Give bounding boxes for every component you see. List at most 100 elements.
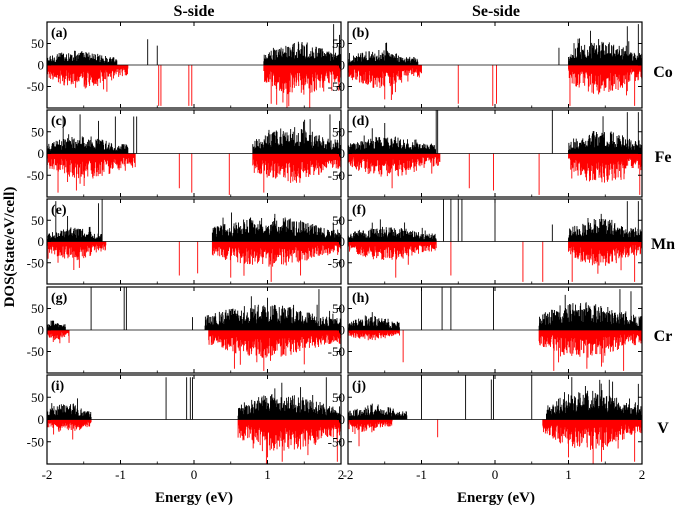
y-tick-label: 0: [38, 58, 45, 73]
x-tick-label: 0: [191, 467, 198, 482]
panel-c: 50 0 -50 (c): [27, 109, 342, 198]
element-label-fe: Fe: [655, 149, 672, 166]
y-tick-label: -50: [27, 344, 44, 359]
spin-down-series: [348, 153, 642, 195]
spin-down-series: [47, 153, 341, 195]
y-tick-label: 0: [339, 412, 346, 427]
spin-down-series: [47, 330, 341, 371]
spin-down-series: [348, 241, 642, 282]
y-tick-label: 50: [31, 213, 44, 228]
x-tick-label: -2: [42, 467, 53, 482]
panels-group: 50 0 -50 (a) 50 0 -50 (b) 50 0 -50 (c) 50 0 -50 (d) 50 0 -…: [27, 21, 646, 482]
panel-plot-area: [47, 377, 341, 464]
y-tick-label: 0: [38, 146, 45, 161]
y-tick-label: 50: [31, 124, 44, 139]
y-tick-label: 0: [38, 234, 45, 249]
y-tick-label: 50: [332, 124, 345, 139]
panel-label: (b): [352, 26, 369, 41]
panel-label: (e): [51, 203, 67, 218]
y-tick-label: 50: [31, 301, 44, 316]
panel-label: (d): [352, 114, 369, 129]
y-tick-label: 0: [339, 323, 346, 338]
element-label-v: V: [657, 420, 669, 437]
y-tick-label: -50: [328, 168, 345, 183]
spin-up-series: [47, 377, 341, 420]
y-tick-label: -50: [27, 168, 44, 183]
spin-down-series: [348, 65, 642, 106]
panel-d: 50 0 -50 (d): [328, 109, 643, 198]
y-tick-label: 50: [332, 36, 345, 51]
y-tick-label: -50: [27, 255, 44, 270]
x-tick-label: -2: [343, 467, 354, 482]
x-tick-label: 2: [338, 467, 345, 482]
spin-up-series: [348, 199, 642, 242]
spin-up-series: [47, 24, 341, 65]
panel-plot-area: [348, 287, 642, 371]
y-tick-label: 50: [332, 390, 345, 405]
panel-label: (i): [51, 379, 65, 394]
panel-label: (j): [352, 379, 366, 394]
panel-label: (c): [51, 114, 67, 129]
panel-plot-area: [348, 24, 642, 106]
panel-h: 50 0 -50 (h): [328, 286, 643, 374]
panel-plot-area: [47, 287, 341, 371]
x-tick-label: 0: [492, 467, 499, 482]
x-axis-label-right: Energy (eV): [457, 490, 535, 506]
x-tick-label: -1: [115, 467, 126, 482]
column-title-s-side: S-side: [174, 3, 215, 20]
x-tick-label: -1: [416, 467, 427, 482]
y-tick-label: -50: [328, 434, 345, 449]
x-tick-label: 1: [264, 467, 271, 482]
spin-up-series: [348, 287, 642, 330]
spin-up-series: [348, 24, 642, 65]
panel-b: 50 0 -50 (b): [328, 21, 643, 109]
y-tick-label: -50: [27, 434, 44, 449]
spin-down-series: [47, 65, 341, 108]
spin-up-series: [47, 114, 341, 154]
spin-up-series: [348, 110, 642, 154]
spin-down-series: [47, 241, 341, 282]
spin-down-series: [348, 419, 642, 464]
panel-f: 50 0 -50 (f): [328, 198, 643, 285]
spin-down-series: [47, 419, 341, 464]
spin-up-series: [47, 199, 341, 242]
panel-plot-area: [47, 24, 341, 108]
panel-g: 50 0 -50 (g): [27, 286, 342, 374]
y-axis-label: DOS(State/eV/cell): [2, 187, 18, 308]
spin-up-series: [47, 287, 341, 330]
panel-plot-area: [47, 199, 341, 282]
y-tick-label: -50: [328, 255, 345, 270]
column-title-se-side: Se-side: [472, 3, 520, 20]
panel-e: 50 0 -50 (e): [27, 198, 342, 285]
panel-plot-area: [47, 114, 341, 195]
y-tick-label: 50: [31, 390, 44, 405]
panel-plot-area: [348, 199, 642, 282]
spin-up-series: [348, 375, 642, 420]
y-tick-label: 50: [332, 213, 345, 228]
y-tick-label: -50: [328, 344, 345, 359]
panel-plot-area: [348, 375, 642, 464]
y-tick-label: -50: [27, 79, 44, 94]
y-tick-label: -50: [328, 79, 345, 94]
x-axis-label-left: Energy (eV): [155, 490, 233, 506]
panel-label: (a): [51, 26, 68, 41]
panel-plot-area: [348, 110, 642, 195]
spin-down-series: [348, 330, 642, 371]
element-label-cr: Cr: [654, 328, 673, 345]
y-tick-label: 0: [38, 323, 45, 338]
y-tick-label: 0: [339, 58, 346, 73]
panel-a: 50 0 -50 (a): [27, 21, 342, 109]
y-tick-label: 0: [38, 412, 45, 427]
panel-label: (g): [51, 291, 68, 306]
y-tick-label: 50: [332, 301, 345, 316]
y-tick-label: 0: [339, 146, 346, 161]
x-tick-label: 2: [639, 467, 646, 482]
panel-label: (h): [352, 291, 369, 306]
panel-label: (f): [352, 203, 366, 218]
element-label-mn: Mn: [651, 236, 675, 253]
panel-j: -2 -1 0 1 2 50 0 -50 (j): [328, 374, 646, 482]
y-tick-label: 0: [339, 234, 346, 249]
y-tick-label: 50: [31, 36, 44, 51]
element-label-co: Co: [653, 64, 673, 81]
